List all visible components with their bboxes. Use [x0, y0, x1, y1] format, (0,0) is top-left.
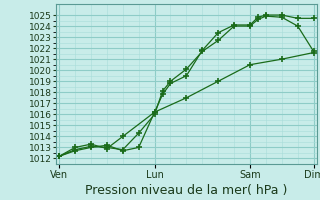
X-axis label: Pression niveau de la mer( hPa ): Pression niveau de la mer( hPa ) — [85, 184, 288, 197]
